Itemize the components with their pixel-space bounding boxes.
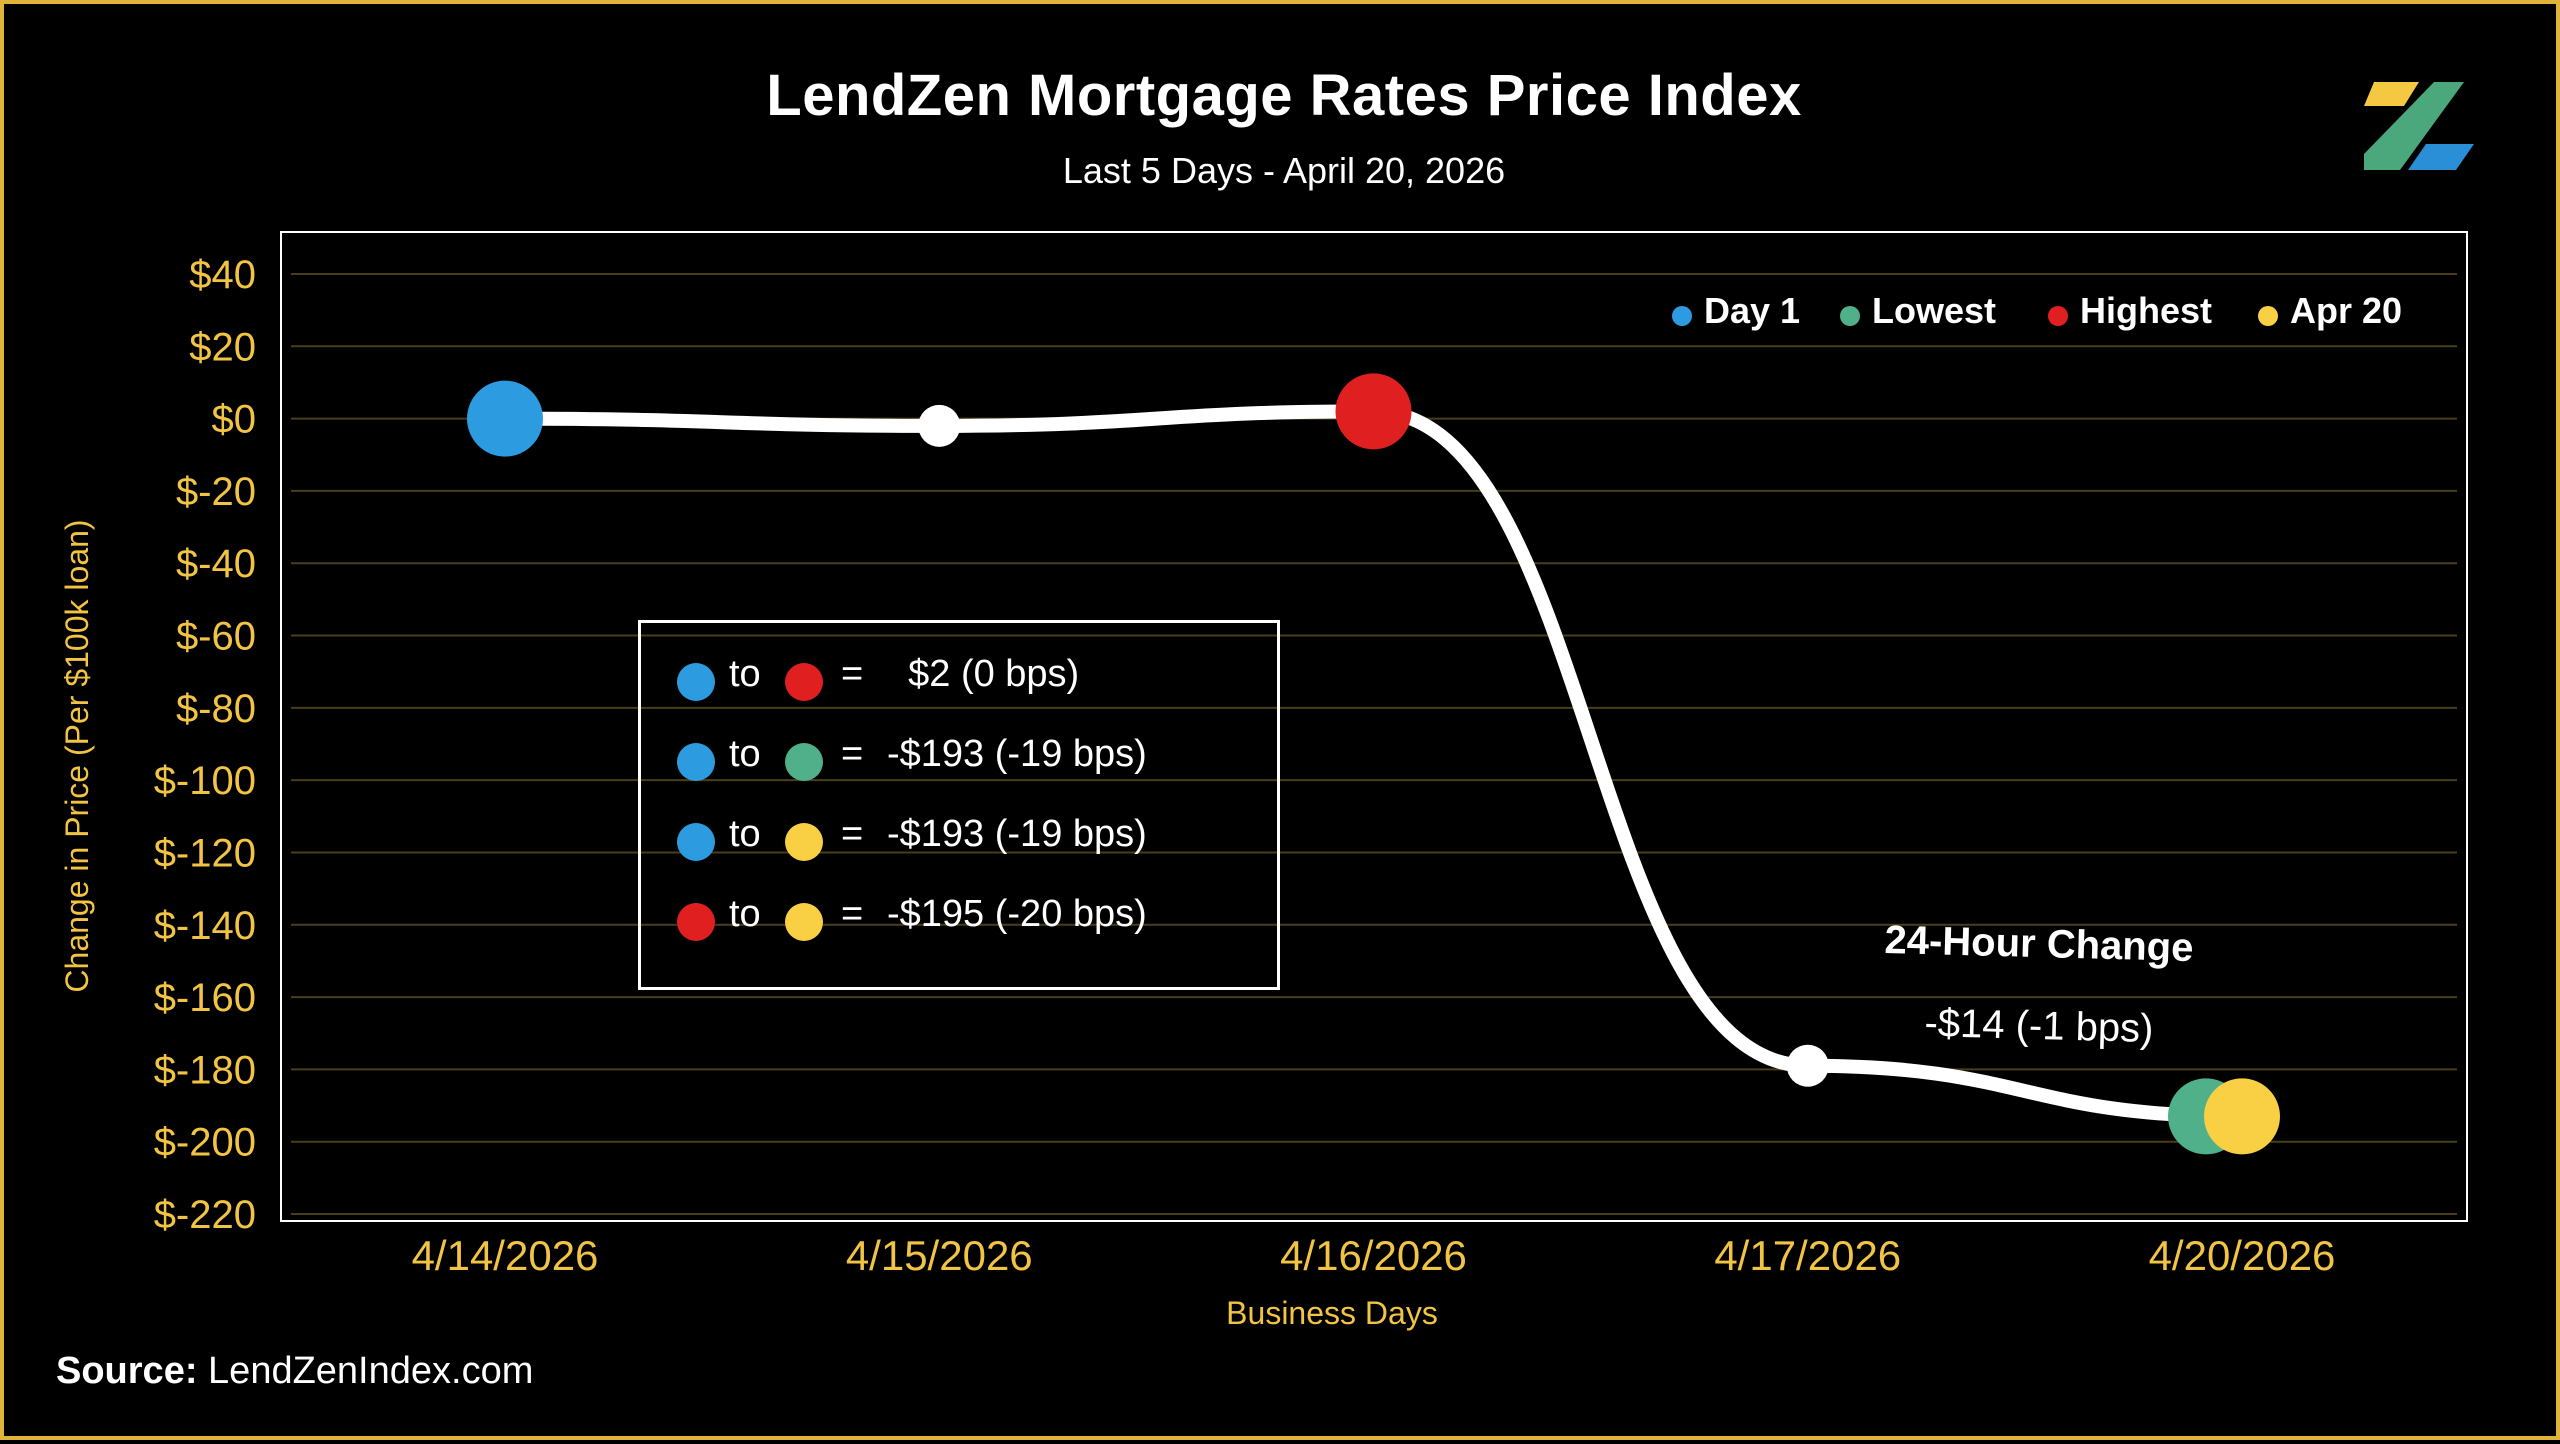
connector-text: to (729, 813, 761, 855)
to-dot (785, 663, 823, 701)
from-dot (677, 823, 715, 861)
y-tick-label: $-20 (176, 470, 256, 514)
logo-blue-shape (2408, 144, 2474, 170)
x-tick-label: 4/16/2026 (1280, 1232, 1467, 1279)
x-tick-label: 4/15/2026 (846, 1232, 1033, 1279)
chart-title: LendZen Mortgage Rates Price Index (766, 63, 1802, 128)
logo-green-shape (2364, 82, 2464, 170)
equals-sign: = (841, 813, 864, 855)
y-tick-label: $-140 (154, 904, 256, 948)
comparison-row: to = $2 (0 bps) (677, 653, 1257, 703)
line-chart: $40 $20 $0 $-20 $-40 $-60 $-80 $-100 $-120 $-140 $… (59, 231, 2468, 1331)
y-tick-label: $-100 (154, 759, 256, 803)
x-tick-label: 4/20/2026 (2149, 1232, 2336, 1279)
series-line (498, 404, 2249, 1124)
comparison-row: to = -$193 (-19 bps) (677, 733, 1257, 783)
y-tick-label: $-160 (154, 976, 256, 1020)
x-tick-label: 4/17/2026 (1714, 1232, 1901, 1279)
comparison-box: to = $2 (0 bps) to = -$193 (-19 bps) to = -$193… (638, 620, 1280, 990)
y-tick-label: $-180 (154, 1048, 256, 1092)
source-text: LendZenIndex.com (208, 1350, 534, 1392)
to-dot (785, 903, 823, 941)
y-tick-label: $-200 (154, 1121, 256, 1165)
to-dot (785, 743, 823, 781)
comparison-value: -$193 (-19 bps) (887, 733, 1147, 775)
lendzen-logo-icon (2364, 82, 2474, 170)
legend-swatch (2258, 306, 2278, 326)
comparison-row: to = -$195 (-20 bps) (677, 893, 1257, 943)
marker-apr-20 (2204, 1078, 2280, 1155)
legend-label: Apr 20 (2290, 290, 2403, 331)
y-tick-label: $-220 (154, 1193, 256, 1237)
legend-label: Highest (2080, 290, 2213, 331)
x-axis-title: Business Days (1226, 1295, 1438, 1331)
from-dot (677, 903, 715, 941)
data-point (1786, 1044, 1829, 1087)
legend-label: Day 1 (1704, 290, 1801, 331)
equals-sign: = (841, 733, 864, 775)
y-tick-label: $-80 (176, 687, 256, 731)
source-line: Source: LendZenIndex.com (56, 1350, 533, 1393)
source-label: Source: (56, 1350, 198, 1392)
y-tick-label: $20 (189, 325, 256, 369)
connector-text: to (729, 733, 761, 775)
comparison-row: to = -$193 (-19 bps) (677, 813, 1257, 863)
marker-day-1 (467, 380, 543, 457)
y-axis-title: Change in Price (Per $100k loan) (59, 519, 95, 992)
connector-text: to (729, 653, 761, 695)
y-tick-label: $-120 (154, 831, 256, 875)
comparison-value: $2 (0 bps) (887, 653, 1080, 695)
comparison-value: -$193 (-19 bps) (887, 813, 1147, 855)
legend-swatch (2048, 306, 2068, 326)
from-dot (677, 663, 715, 701)
legend-swatch (1840, 306, 1860, 326)
comparison-value: -$195 (-20 bps) (887, 893, 1147, 935)
equals-sign: = (841, 893, 864, 935)
y-tick-label: $-40 (176, 542, 256, 586)
x-tick-label: 4/14/2026 (412, 1232, 599, 1279)
y-tick-label: $0 (212, 398, 257, 442)
y-tick-label: $-60 (176, 615, 256, 659)
from-dot (677, 743, 715, 781)
equals-sign: = (841, 653, 864, 695)
legend-label: Lowest (1872, 290, 1997, 331)
logo-yellow-shape (2364, 82, 2419, 106)
y-tick-label: $40 (189, 253, 256, 297)
plot-area-border (280, 231, 2468, 1222)
chart-subtitle: Last 5 Days - April 20, 2026 (1062, 150, 1506, 191)
marker-highest (1335, 373, 1412, 450)
to-dot (785, 823, 823, 861)
legend-swatch (1672, 306, 1692, 326)
connector-text: to (729, 893, 761, 935)
data-point (918, 404, 961, 447)
